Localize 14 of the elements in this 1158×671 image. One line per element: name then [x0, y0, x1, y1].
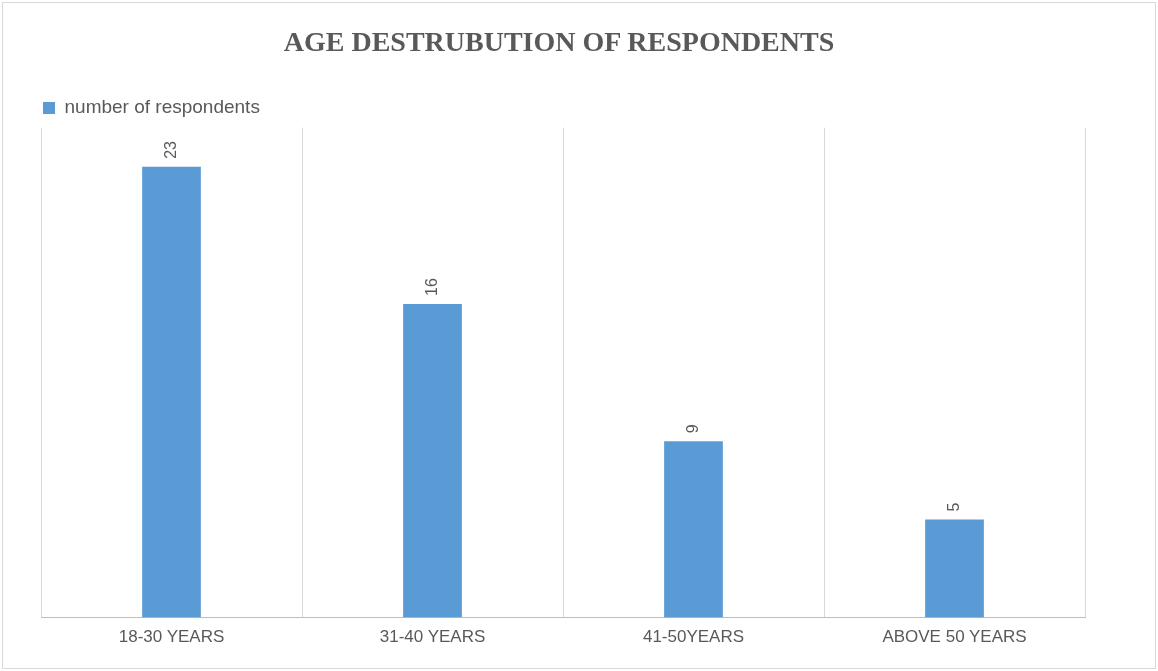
data-label: 16	[422, 278, 440, 296]
data-label: 23	[161, 140, 179, 159]
bar	[664, 441, 723, 618]
legend-label: number of respondents	[64, 96, 260, 118]
x-tick-label: 41-50YEARS	[642, 627, 745, 647]
chart-title: AGE DESTRUBUTION OF RESPONDENTS	[283, 26, 835, 58]
x-tick-label: 18-30 YEARS	[118, 627, 225, 647]
bar	[403, 304, 462, 618]
data-label: 5	[944, 502, 962, 512]
x-tick-label: ABOVE 50 YEARS	[882, 627, 1027, 647]
data-label: 9	[683, 424, 701, 434]
bar	[925, 519, 984, 618]
x-tick-label: 31-40 YEARS	[379, 627, 486, 647]
bar	[142, 166, 201, 618]
